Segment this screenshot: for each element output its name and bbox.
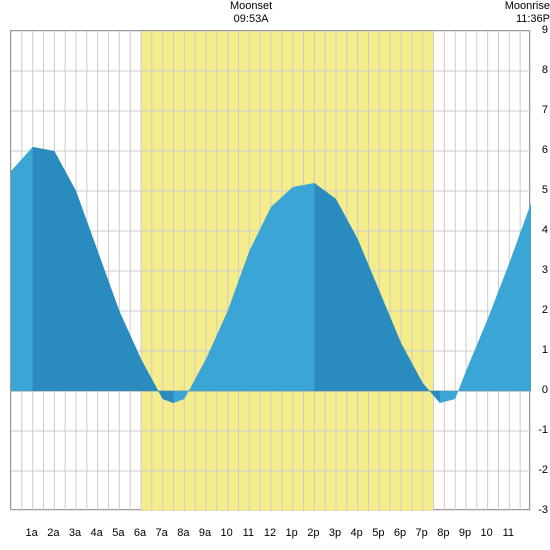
x-tick-label: 12	[264, 527, 276, 539]
y-tick-label: -2	[538, 464, 548, 476]
x-tick-label: 9a	[199, 527, 211, 539]
x-tick-label: 5a	[112, 527, 124, 539]
x-tick-label: 7p	[416, 527, 428, 539]
y-tick-label: 8	[542, 64, 548, 76]
plot-area	[10, 30, 530, 510]
y-tick-label: 6	[542, 144, 548, 156]
x-tick-label: 4p	[351, 527, 363, 539]
x-tick-label: 8a	[177, 527, 189, 539]
y-tick-label: -1	[538, 424, 548, 436]
moonrise-annotation: Moonrise 11:36P	[505, 0, 550, 26]
y-tick-label: 0	[542, 384, 548, 396]
x-tick-label: 4a	[91, 527, 103, 539]
y-tick-label: 1	[542, 344, 548, 356]
x-tick-label: 3p	[329, 527, 341, 539]
x-tick-label: 11	[503, 527, 514, 539]
chart-svg	[11, 31, 531, 511]
x-tick-label: 1a	[26, 527, 38, 539]
y-tick-label: 2	[542, 304, 548, 316]
x-tick-label: 8p	[437, 527, 449, 539]
moonset-title: Moonset	[230, 0, 272, 13]
x-tick-label: 11	[243, 527, 254, 539]
y-tick-label: 7	[542, 104, 548, 116]
x-tick-label: 9p	[459, 527, 471, 539]
x-tick-label: 6p	[394, 527, 406, 539]
moonrise-title: Moonrise	[505, 0, 550, 13]
moonset-annotation: Moonset 09:53A	[230, 0, 272, 26]
x-tick-label: 2a	[47, 527, 59, 539]
y-tick-label: 9	[542, 24, 548, 36]
y-tick-label: 3	[542, 264, 548, 276]
x-tick-label: 6a	[134, 527, 146, 539]
x-axis-labels: 1a 2a 3a 4a 5a 6a 7a 8a 9a 10 11 12 1p 2p 3p 4p 5p 6p 7p 8p…	[10, 527, 530, 542]
x-tick-label: 3a	[69, 527, 81, 539]
x-tick-label: 1p	[286, 527, 298, 539]
y-tick-label: 4	[542, 224, 548, 236]
x-tick-label: 2p	[307, 527, 319, 539]
x-tick-label: 5p	[372, 527, 384, 539]
y-tick-label: -3	[538, 504, 548, 516]
x-tick-label: 7a	[156, 527, 168, 539]
x-tick-label: 10	[221, 527, 233, 539]
y-tick-label: 5	[542, 184, 548, 196]
moonset-time: 09:53A	[230, 13, 272, 26]
x-tick-label: 10	[481, 527, 493, 539]
tide-chart: Moonset 09:53A Moonrise 11:36P -3-2-1012…	[0, 0, 550, 550]
